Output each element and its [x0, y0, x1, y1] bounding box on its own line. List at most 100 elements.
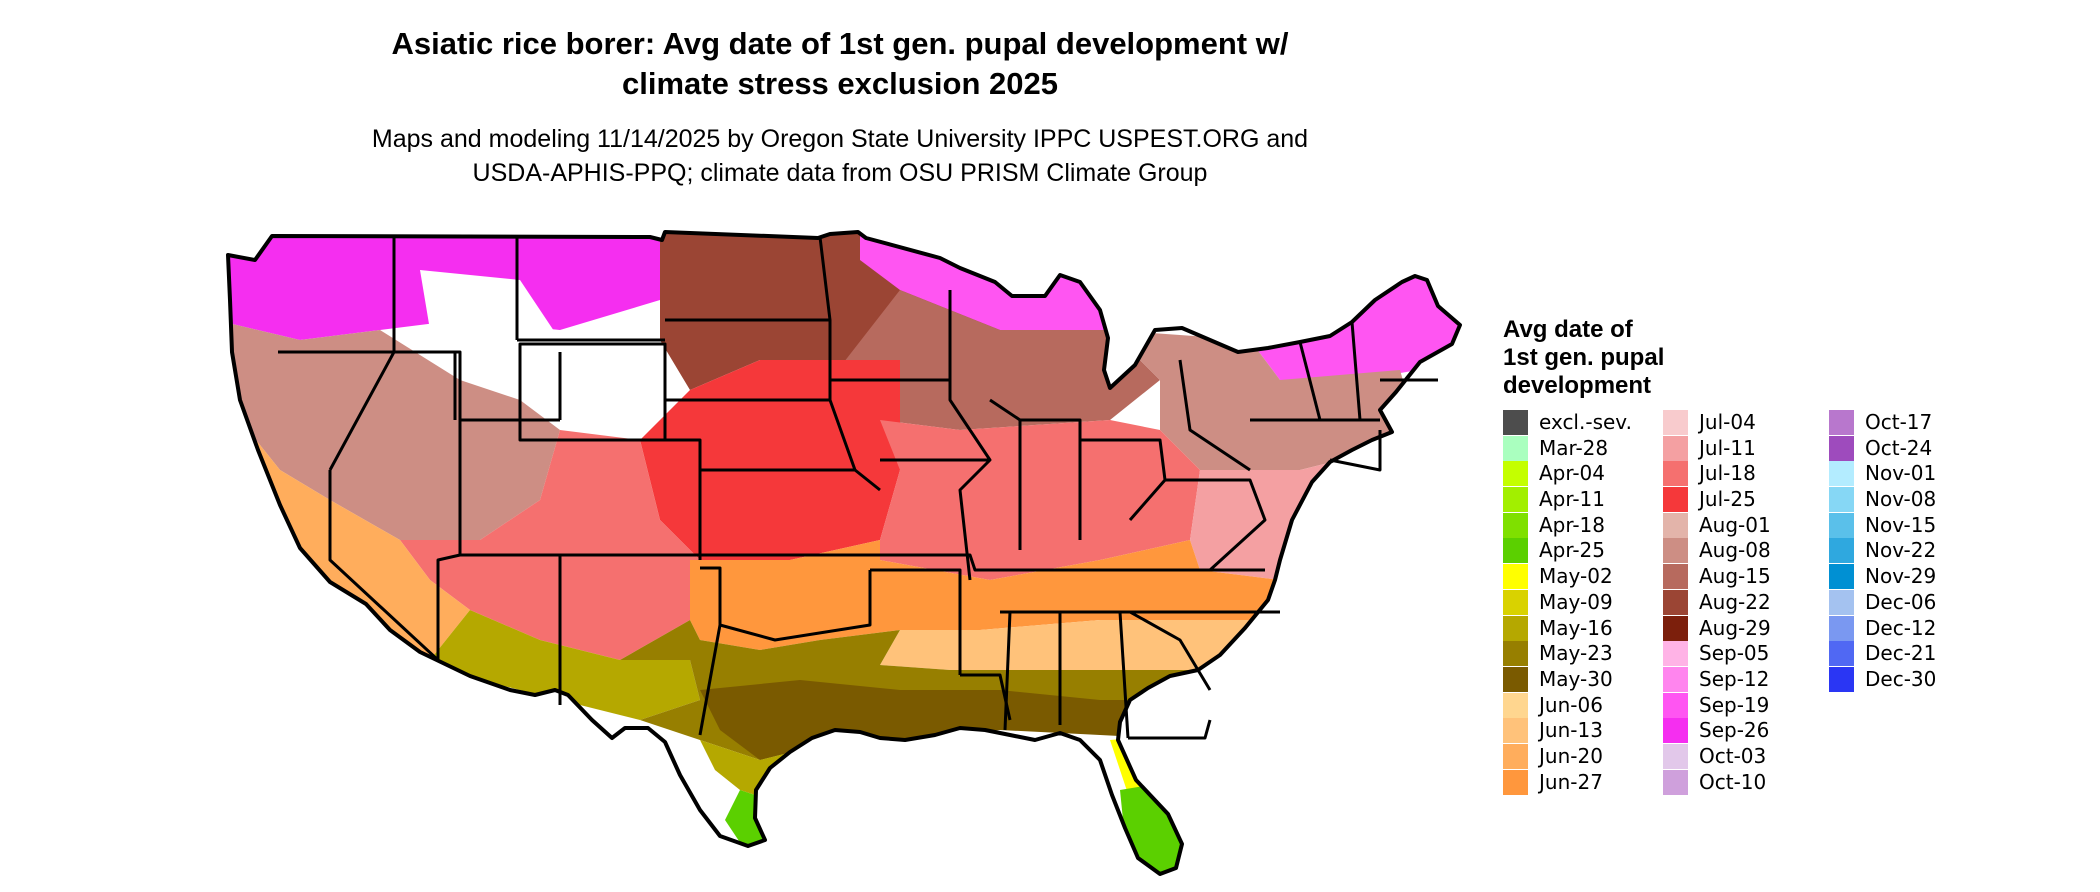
- region-north-central: [830, 290, 1160, 430]
- boundary-line: [328, 470, 440, 662]
- legend-item: Aug-08: [1663, 538, 1813, 564]
- legend-item: Nov-29: [1829, 564, 1979, 590]
- legend-item: Sep-05: [1663, 641, 1813, 667]
- legend-item: Apr-18: [1503, 512, 1653, 539]
- legend-swatch: [1503, 666, 1528, 692]
- legend-item: Jun-06: [1503, 692, 1653, 719]
- legend-swatch: [1663, 666, 1688, 692]
- legend-item: May-09: [1503, 589, 1653, 616]
- legend-item: Oct-17: [1829, 410, 1979, 436]
- legend-swatch: [1663, 435, 1688, 461]
- legend-swatch: [1663, 589, 1688, 615]
- legend-item: Dec-06: [1829, 589, 1979, 616]
- legend-item: May-02: [1503, 564, 1653, 590]
- legend-item: excl.-sev.: [1503, 410, 1653, 436]
- legend-label: Nov-29: [1865, 564, 1937, 589]
- legend-label: Apr-25: [1539, 538, 1605, 563]
- legend-item: Oct-24: [1829, 435, 1979, 462]
- legend-swatch: [1663, 461, 1688, 487]
- legend-item: May-30: [1503, 666, 1653, 693]
- legend-swatch: [1503, 410, 1528, 435]
- legend-item: Apr-11: [1503, 487, 1653, 513]
- legend-swatch: [1503, 487, 1528, 513]
- legend-item: Sep-26: [1663, 718, 1813, 744]
- legend-label: Aug-29: [1699, 615, 1771, 640]
- legend-title: Avg date of 1st gen. pupal development: [1503, 316, 1664, 400]
- legend-item: Sep-19: [1663, 692, 1813, 719]
- legend-swatch: [1829, 538, 1854, 564]
- legend-label: Aug-08: [1699, 538, 1771, 563]
- legend-swatch: [1663, 718, 1688, 744]
- legend-swatch: [1663, 410, 1688, 435]
- map-subtitle-line-2: USDA-APHIS-PPQ; climate data from OSU PR…: [472, 159, 1208, 187]
- legend-label: Nov-22: [1865, 538, 1937, 563]
- legend-entries: excl.-sev. Mar-28 Apr-04 Apr-11 Apr-18 Apr-25…: [1503, 410, 1936, 810]
- boundary-line: [1329, 430, 1382, 472]
- map-title-line-2: climate stress exclusion 2025: [622, 66, 1058, 101]
- legend-swatch: [1663, 538, 1688, 564]
- region-southwest-plateau: [400, 430, 700, 660]
- legend-label: Jun-20: [1539, 743, 1603, 768]
- legend-label: May-23: [1539, 641, 1613, 666]
- legend-item: Jun-27: [1503, 769, 1653, 796]
- legend-swatch: [1663, 512, 1688, 538]
- map-title: Asiatic rice borer: Avg date of 1st gen.…: [260, 24, 1420, 104]
- legend-swatch: [1829, 435, 1854, 461]
- legend-swatch: [1663, 641, 1688, 667]
- region-low-desert: [430, 610, 700, 720]
- legend-item: Jul-18: [1663, 461, 1813, 487]
- legend-swatch: [1503, 769, 1528, 795]
- legend-label: Dec-06: [1865, 589, 1937, 614]
- legend-label: Sep-12: [1699, 666, 1770, 691]
- legend-item: May-23: [1503, 641, 1653, 667]
- legend-item: Aug-01: [1663, 512, 1813, 539]
- legend-label: Oct-10: [1699, 769, 1767, 794]
- legend-label: Dec-12: [1865, 615, 1937, 640]
- legend-item: Aug-29: [1663, 615, 1813, 642]
- legend-item: Dec-30: [1829, 666, 1979, 693]
- legend-swatch: [1829, 487, 1854, 513]
- legend-label: excl.-sev.: [1539, 410, 1632, 434]
- legend-swatch: [1829, 512, 1854, 538]
- legend-label: Jun-13: [1539, 718, 1603, 743]
- legend-item: Dec-21: [1829, 641, 1979, 667]
- legend-swatch: [1503, 641, 1528, 667]
- legend-label: May-16: [1539, 615, 1613, 640]
- legend-swatch: [1503, 718, 1528, 744]
- legend-label: Jun-06: [1539, 692, 1603, 717]
- legend-label: Jul-11: [1699, 435, 1756, 460]
- legend-swatch: [1663, 615, 1688, 641]
- legend-swatch: [1503, 564, 1528, 590]
- legend-swatch: [1663, 769, 1688, 795]
- region-northeast: [1110, 330, 1420, 470]
- legend-title-line-2: 1st gen. pupal: [1503, 344, 1665, 371]
- boundary-line: [1298, 341, 1322, 421]
- legend-item: Jul-11: [1663, 435, 1813, 462]
- state-boundaries: [278, 236, 1438, 740]
- us-phenology-map: [215, 225, 1475, 885]
- legend-item: Apr-04: [1503, 461, 1653, 487]
- legend-swatch: [1829, 666, 1854, 692]
- legend-label: Apr-18: [1539, 512, 1605, 537]
- legend-label: Aug-22: [1699, 589, 1771, 614]
- legend-item: Sep-12: [1663, 666, 1813, 693]
- legend-swatch: [1829, 615, 1854, 641]
- legend-label: Sep-05: [1699, 641, 1770, 666]
- legend-label: Sep-19: [1699, 692, 1770, 717]
- boundary-line: [1128, 719, 1212, 740]
- legend-label: Oct-03: [1699, 743, 1767, 768]
- boundary-line: [870, 568, 962, 675]
- legend-item: Nov-22: [1829, 538, 1979, 564]
- boundary-line: [394, 350, 462, 555]
- legend-column: Jul-04 Jul-11 Jul-18 Jul-25 Aug-01 Aug-08 Aug-…: [1663, 410, 1813, 795]
- legend-swatch: [1663, 564, 1688, 590]
- boundary-line: [1003, 611, 1012, 731]
- legend-item: Jun-13: [1503, 718, 1653, 744]
- legend-label: Aug-15: [1699, 564, 1771, 589]
- legend-item: Mar-28: [1503, 435, 1653, 462]
- legend-title-line-1: Avg date of: [1503, 316, 1633, 343]
- legend-label: May-02: [1539, 564, 1613, 589]
- legend-item: Jul-04: [1663, 410, 1813, 436]
- region-great-basin: [228, 320, 560, 540]
- boundary-line: [1350, 321, 1362, 421]
